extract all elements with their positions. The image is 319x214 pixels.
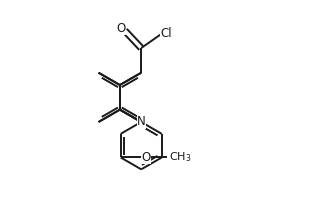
Text: Cl: Cl bbox=[160, 27, 172, 40]
Text: N: N bbox=[137, 116, 145, 128]
Text: O: O bbox=[142, 150, 151, 163]
Text: CH$_3$: CH$_3$ bbox=[169, 151, 191, 164]
Text: O: O bbox=[116, 22, 126, 35]
